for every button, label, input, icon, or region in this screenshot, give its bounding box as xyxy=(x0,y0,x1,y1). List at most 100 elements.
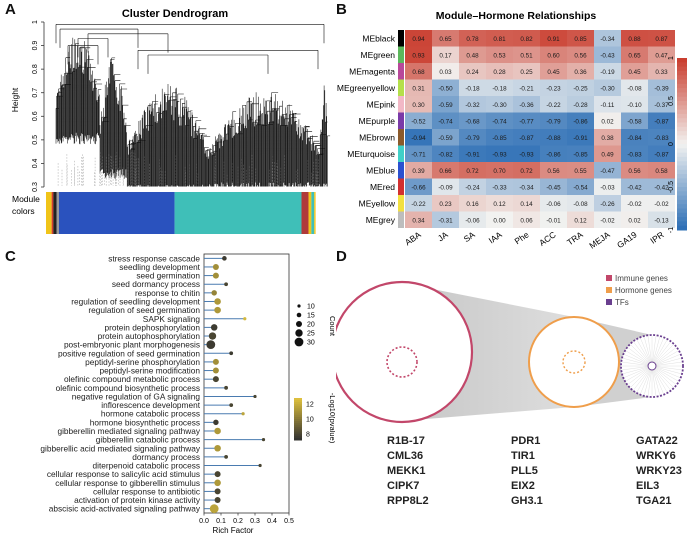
heatmap-cell-value: -0.39 xyxy=(654,85,669,92)
module-color-swatch xyxy=(398,162,404,179)
colorbar-step xyxy=(677,58,687,63)
lollipop-point xyxy=(212,272,219,279)
x-tick-label: 0.3 xyxy=(250,518,260,525)
colorbar-step xyxy=(677,105,687,111)
heatmap-cell-value: 0.56 xyxy=(547,168,560,175)
gene-name: R1B-17 xyxy=(387,435,425,447)
network-legend-swatch xyxy=(606,299,612,305)
go-term-label: inflorescence development xyxy=(101,400,200,410)
heatmap-cell-value: -0.91 xyxy=(573,135,588,142)
heatmap-cell xyxy=(432,211,459,228)
heatmap-cell xyxy=(513,211,540,228)
colorbar-step xyxy=(677,66,687,72)
heatmap-cell xyxy=(648,46,675,63)
heatmap-cell-value: 0.45 xyxy=(547,69,560,76)
heatmap-row-label: MEmagenta xyxy=(349,66,395,76)
gene-name: CIPK7 xyxy=(387,480,420,492)
heatmap-cell xyxy=(432,112,459,129)
heatmap-cell-value: 0.36 xyxy=(574,69,587,76)
heatmap-column-label: ACC xyxy=(537,229,557,247)
colorbar-step xyxy=(677,156,687,162)
heatmap-cell-value: -0.24 xyxy=(465,184,480,191)
heatmap-cell xyxy=(621,96,648,113)
dendrogram-unassigned-leaves xyxy=(57,151,319,186)
heatmap-cell-value: -0.85 xyxy=(573,151,588,158)
heatmap-cell xyxy=(594,145,621,162)
lollipop-point xyxy=(214,444,221,452)
heatmap-cell xyxy=(567,178,594,195)
lollipop-point xyxy=(243,317,247,321)
heatmap-cell xyxy=(432,79,459,96)
tf-gene-list: GATA22 WRKY6 WRKY23 EIL3 TGA21 xyxy=(636,434,682,509)
count-legend-dot xyxy=(295,329,303,337)
go-term-label: seed germination xyxy=(136,271,200,281)
go-term-label: olefinic compound biosynthetic process xyxy=(56,383,200,393)
colorbar-step xyxy=(677,204,687,209)
tf-spoke xyxy=(655,350,679,365)
heatmap-cell xyxy=(621,145,648,162)
heatmap-cell xyxy=(567,112,594,129)
lollipop-plot-frame xyxy=(203,253,290,514)
heatmap-row-label: MEyellow xyxy=(359,198,396,208)
tf-spoke xyxy=(655,354,680,365)
lollipop-point xyxy=(229,351,234,356)
heatmap-cell-value: 0.39 xyxy=(412,168,425,175)
go-term-label: stress response cascade xyxy=(108,253,200,263)
tf-spoke xyxy=(655,366,682,371)
heatmap-cell xyxy=(594,211,621,228)
heatmap-cell xyxy=(432,162,459,179)
heatmap-cell-value: -0.59 xyxy=(438,102,453,109)
lollipop-point xyxy=(222,256,227,261)
module-color-swatch xyxy=(398,112,404,129)
heatmap-cell xyxy=(540,46,567,63)
pvalue-colorbar-step xyxy=(294,402,302,405)
colorbar-step xyxy=(677,178,687,184)
heatmap-cell xyxy=(540,129,567,146)
heatmap-cell xyxy=(594,112,621,129)
colorbar-step xyxy=(677,139,687,145)
heatmap-cell xyxy=(459,79,486,96)
go-term-label: hormone catabolic process xyxy=(101,409,200,419)
gene-name: PDR1 xyxy=(511,435,541,447)
dendrogram-title: Cluster Dendrogram xyxy=(122,8,229,20)
heatmap-cell xyxy=(648,96,675,113)
heatmap-cell-value: 0.51 xyxy=(520,52,533,59)
heatmap-cell xyxy=(540,112,567,129)
tf-spoke xyxy=(654,369,671,390)
heatmap-cell xyxy=(594,178,621,195)
rich-factor-axis-label: Rich Factor xyxy=(213,526,254,535)
x-tick-label: 0.4 xyxy=(267,518,277,525)
heatmap-cell-value: -0.79 xyxy=(546,118,561,125)
heatmap-cell xyxy=(513,46,540,63)
heatmap-cell xyxy=(405,63,432,80)
heatmap-cell xyxy=(432,195,459,212)
dendrogram-y-tick-label: 0.8 xyxy=(32,64,39,74)
lollipop-point xyxy=(213,419,219,426)
heatmap-cell-value: -0.02 xyxy=(600,217,615,224)
lollipop-point xyxy=(258,463,262,468)
tf-spoke xyxy=(624,354,649,365)
heatmap-cell-value: 0.17 xyxy=(439,52,452,59)
go-term-label: response to chitin xyxy=(135,288,200,298)
heatmap-cell xyxy=(405,162,432,179)
heatmap-cell-value: 0.12 xyxy=(493,201,506,208)
network-legend-swatch xyxy=(606,275,612,281)
heatmap-cell-value: 0.14 xyxy=(520,201,533,208)
colorbar-step xyxy=(677,88,687,93)
colorbar-step xyxy=(677,113,687,119)
heatmap-cell xyxy=(621,79,648,96)
heatmap-cell xyxy=(594,96,621,113)
gene-name: EIL3 xyxy=(636,480,660,492)
count-legend-dot xyxy=(297,304,301,308)
heatmap-cell xyxy=(621,46,648,63)
heatmap-cell xyxy=(486,195,513,212)
pvalue-legend-label: 8 xyxy=(306,432,310,439)
heatmap-cell-value: 0.55 xyxy=(574,168,587,175)
lollipop-point xyxy=(214,306,221,314)
go-term-label: regulation of seed germination xyxy=(88,305,200,315)
module-color-swatch xyxy=(398,145,404,162)
lollipop-point xyxy=(208,332,217,340)
go-term-label: diterpenoid catabolic process xyxy=(93,461,200,471)
immune-inner-ring xyxy=(386,346,418,378)
heatmap-row-label: MEturquoise xyxy=(347,149,395,159)
